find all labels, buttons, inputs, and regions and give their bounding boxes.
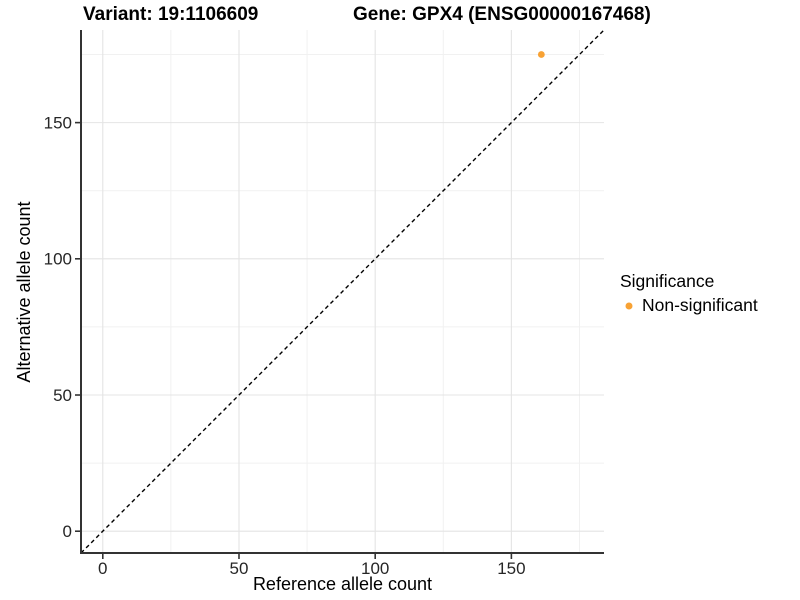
title-variant: Variant: 19:1106609 [83,4,259,25]
y-tick-label: 150 [44,113,72,132]
legend-key-dot [625,302,633,309]
data-point [537,51,545,58]
plot-title: Variant: 19:1106609 Gene: GPX4 (ENSG0000… [0,3,800,27]
legend-item: Non-significant [620,295,758,316]
legend-title: Significance [620,271,715,291]
x-tick-label: 0 [98,559,107,578]
y-axis-title: Alternative allele count [14,201,34,383]
legend: Significance Non-significant [620,271,758,316]
y-tick-label: 50 [53,386,72,405]
x-tick-label: 100 [361,559,389,578]
identity-line [80,29,605,554]
y-tick-label: 0 [63,522,72,541]
x-tick-label: 150 [497,559,525,578]
y-tick-label: 100 [44,250,72,269]
x-axis-title: Reference allele count [252,574,433,594]
x-tick-label: 50 [230,559,249,578]
legend-label: Non-significant [642,295,758,315]
title-gene: Gene: GPX4 (ENSG00000167468) [353,4,651,25]
